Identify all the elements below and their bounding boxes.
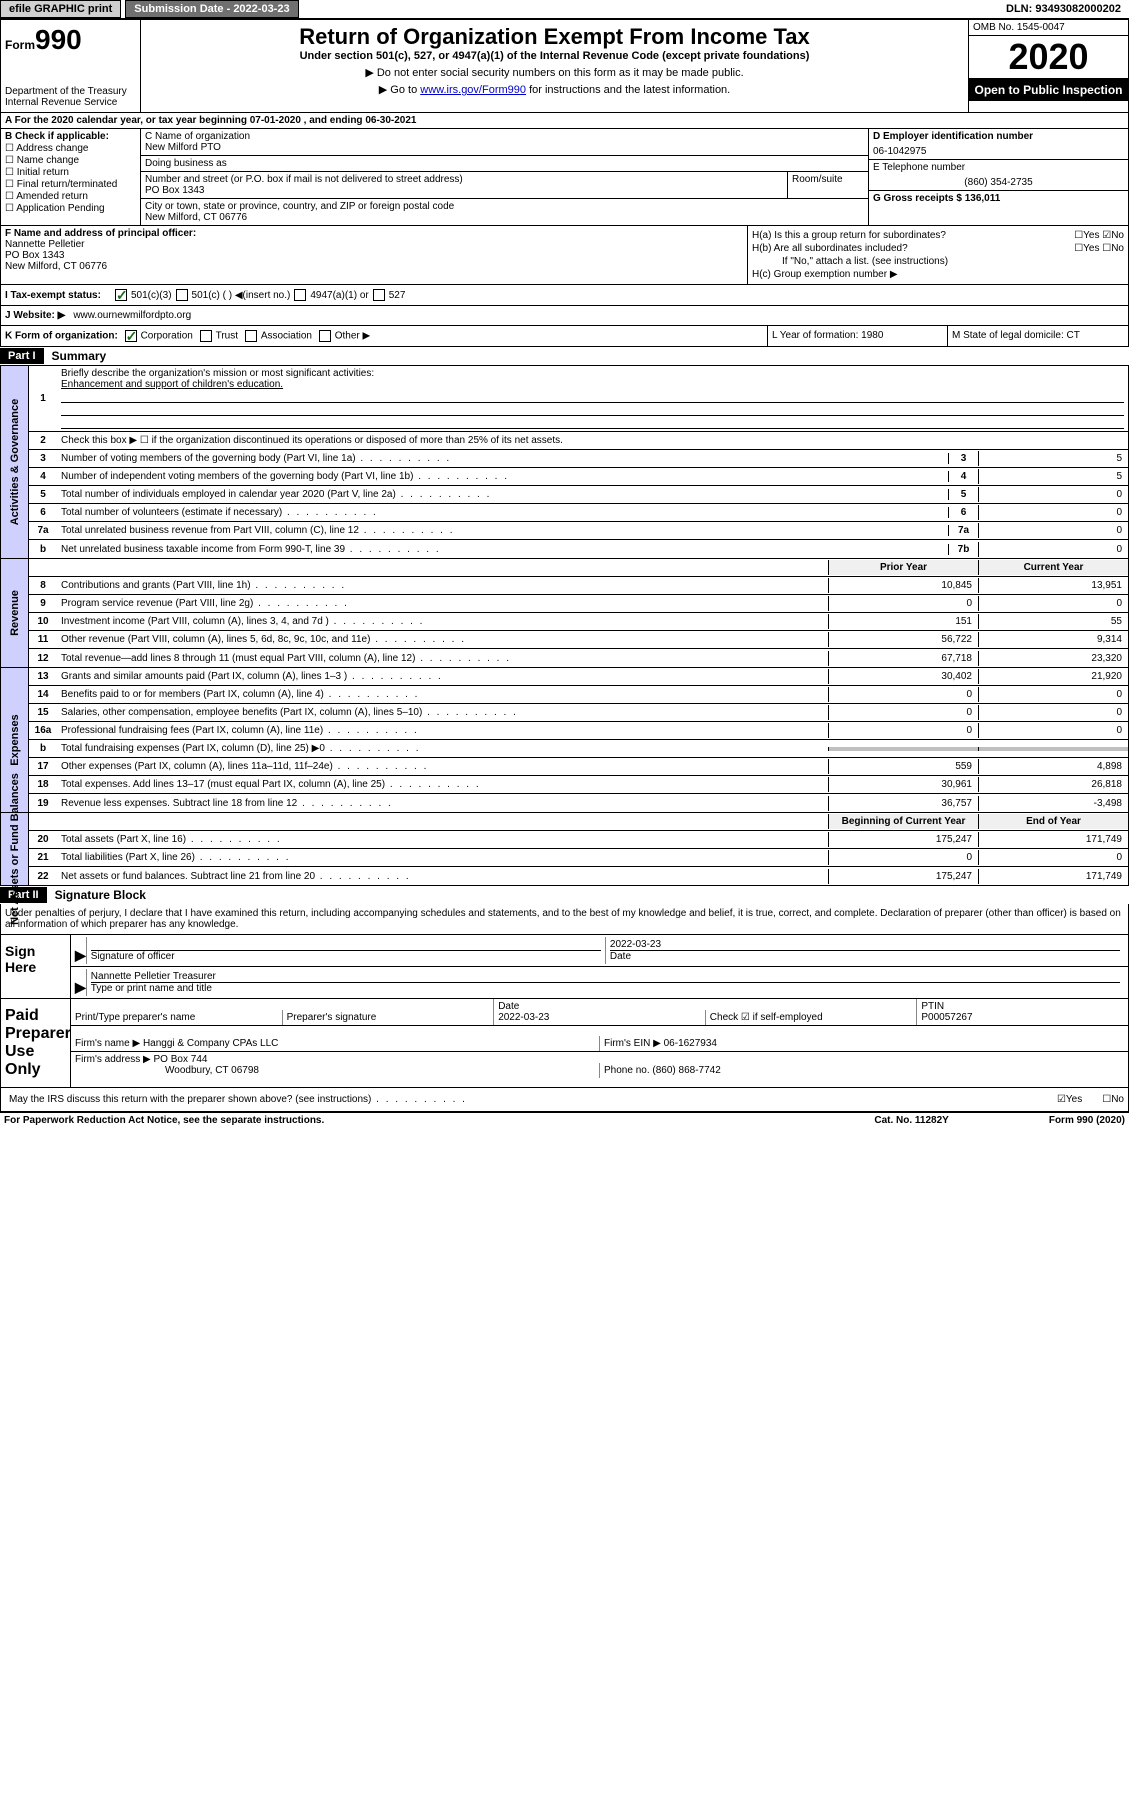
chk-address[interactable]: ☐ Address change — [5, 143, 136, 154]
table-row: 5Total number of individuals employed in… — [29, 486, 1128, 504]
table-row: 8Contributions and grants (Part VIII, li… — [29, 577, 1128, 595]
d-gross: G Gross receipts $ 136,011 — [869, 191, 1128, 206]
row-m: M State of legal domicile: CT — [948, 326, 1128, 346]
part1-header: Part I Summary — [0, 347, 1129, 365]
row-k: K Form of organization: Corporation Trus… — [0, 326, 1129, 347]
expenses-table: Expenses 13Grants and similar amounts pa… — [0, 668, 1129, 813]
chk-4947[interactable] — [294, 289, 306, 301]
chk-corp[interactable] — [125, 330, 137, 342]
table-row: bNet unrelated business taxable income f… — [29, 540, 1128, 558]
row-i: I Tax-exempt status: 501(c)(3) 501(c) ( … — [0, 285, 1129, 306]
dept-text: Department of the Treasury Internal Reve… — [5, 86, 136, 108]
side-net: Net Assets or Fund Balances — [9, 773, 21, 925]
section-b: B Check if applicable: ☐ Address change … — [0, 129, 1129, 226]
part2-header: Part II Signature Block — [0, 886, 1129, 904]
table-row: 6Total number of volunteers (estimate if… — [29, 504, 1128, 522]
table-row: 4Number of independent voting members of… — [29, 468, 1128, 486]
table-row: 21Total liabilities (Part X, line 26)00 — [29, 849, 1128, 867]
form-header: Form990 Department of the Treasury Inter… — [0, 19, 1129, 113]
chk-assoc[interactable] — [245, 330, 257, 342]
d-ein-label: D Employer identification number — [873, 131, 1124, 142]
omb-number: OMB No. 1545-0047 — [969, 20, 1128, 36]
note-2: ▶ Go to www.irs.gov/Form990 for instruct… — [145, 83, 964, 96]
table-row: 14Benefits paid to or for members (Part … — [29, 686, 1128, 704]
c-addr: PO Box 1343 — [145, 185, 783, 196]
table-row: 11Other revenue (Part VIII, column (A), … — [29, 631, 1128, 649]
row-a: A For the 2020 calendar year, or tax yea… — [0, 113, 1129, 129]
irs-link[interactable]: www.irs.gov/Form990 — [420, 84, 526, 96]
chk-initial[interactable]: ☐ Initial return — [5, 167, 136, 178]
table-row: 10Investment income (Part VIII, column (… — [29, 613, 1128, 631]
footer: For Paperwork Reduction Act Notice, see … — [0, 1112, 1129, 1128]
side-gov: Activities & Governance — [9, 399, 21, 526]
c-city-label: City or town, state or province, country… — [145, 201, 864, 212]
form-number: Form990 — [5, 24, 136, 56]
dln-text: DLN: 93493082000202 — [1006, 3, 1129, 15]
table-row: 18Total expenses. Add lines 13–17 (must … — [29, 776, 1128, 794]
table-row: 9Program service revenue (Part VIII, lin… — [29, 595, 1128, 613]
table-row: 22Net assets or fund balances. Subtract … — [29, 867, 1128, 885]
side-rev: Revenue — [9, 590, 21, 636]
website: www.ournewmilfordpto.org — [73, 310, 191, 321]
f-label: F Name and address of principal officer: — [5, 228, 743, 239]
chk-final[interactable]: ☐ Final return/terminated — [5, 179, 136, 190]
form-title: Return of Organization Exempt From Incom… — [145, 24, 964, 50]
b-header: B Check if applicable: — [5, 131, 136, 142]
c-dba-label: Doing business as — [145, 158, 864, 169]
d-phone-label: E Telephone number — [873, 162, 1124, 173]
form-subtitle: Under section 501(c), 527, or 4947(a)(1)… — [145, 50, 964, 62]
c-name-label: C Name of organization — [145, 131, 864, 142]
table-row: 16aProfessional fundraising fees (Part I… — [29, 722, 1128, 740]
sign-here: Sign Here ▶ Signature of officer 2022-03… — [0, 935, 1129, 999]
discuss-row: May the IRS discuss this return with the… — [0, 1088, 1129, 1112]
hb-row: H(b) Are all subordinates included?☐Yes … — [752, 243, 1124, 254]
efile-button[interactable]: efile GRAPHIC print — [0, 0, 121, 18]
row-l: L Year of formation: 1980 — [768, 326, 948, 346]
d-phone: (860) 354-2735 — [873, 177, 1124, 188]
inspection-badge: Open to Public Inspection — [969, 79, 1128, 101]
table-row: 3Number of voting members of the governi… — [29, 450, 1128, 468]
c-name: New Milford PTO — [145, 142, 864, 153]
chk-501c[interactable] — [176, 289, 188, 301]
ha-row: H(a) Is this a group return for subordin… — [752, 230, 1124, 241]
submission-button[interactable]: Submission Date - 2022-03-23 — [125, 0, 298, 18]
hc-row: H(c) Group exemption number ▶ — [752, 269, 1124, 280]
table-row: 7aTotal unrelated business revenue from … — [29, 522, 1128, 540]
header-bar: efile GRAPHIC print Submission Date - 20… — [0, 0, 1129, 19]
chk-name[interactable]: ☐ Name change — [5, 155, 136, 166]
table-row: 12Total revenue—add lines 8 through 11 (… — [29, 649, 1128, 667]
table-row: 19Revenue less expenses. Subtract line 1… — [29, 794, 1128, 812]
c-room-label: Room/suite — [788, 172, 868, 198]
chk-other[interactable] — [319, 330, 331, 342]
table-row: 20Total assets (Part X, line 16)175,2471… — [29, 831, 1128, 849]
table-row: 15Salaries, other compensation, employee… — [29, 704, 1128, 722]
note-1: ▶ Do not enter social security numbers o… — [145, 66, 964, 79]
revenue-table: Revenue Prior YearCurrent Year 8Contribu… — [0, 559, 1129, 668]
hb-note: If "No," attach a list. (see instruction… — [752, 256, 1124, 267]
c-addr-label: Number and street (or P.O. box if mail i… — [145, 174, 783, 185]
side-exp: Expenses — [9, 714, 21, 765]
tax-year: 2020 — [969, 36, 1128, 79]
chk-527[interactable] — [373, 289, 385, 301]
section-fh: F Name and address of principal officer:… — [0, 226, 1129, 285]
c-city: New Milford, CT 06776 — [145, 212, 864, 223]
row-j: J Website: ▶ www.ournewmilfordpto.org — [0, 306, 1129, 326]
f-name: Nannette Pelletier — [5, 239, 743, 250]
table-row: 13Grants and similar amounts paid (Part … — [29, 668, 1128, 686]
chk-amended[interactable]: ☐ Amended return — [5, 191, 136, 202]
paid-preparer: Paid Preparer Use Only Print/Type prepar… — [0, 999, 1129, 1088]
netassets-table: Net Assets or Fund Balances Beginning of… — [0, 813, 1129, 886]
chk-trust[interactable] — [200, 330, 212, 342]
d-ein: 06-1042975 — [873, 146, 1124, 157]
mission: Enhancement and support of children's ed… — [61, 379, 283, 390]
declaration: Under penalties of perjury, I declare th… — [0, 904, 1129, 935]
table-row: bTotal fundraising expenses (Part IX, co… — [29, 740, 1128, 758]
table-row: 17Other expenses (Part IX, column (A), l… — [29, 758, 1128, 776]
f-addr: PO Box 1343 — [5, 250, 743, 261]
chk-501c3[interactable] — [115, 289, 127, 301]
chk-pending[interactable]: ☐ Application Pending — [5, 203, 136, 214]
governance-table: Activities & Governance 1Briefly describ… — [0, 365, 1129, 559]
f-city: New Milford, CT 06776 — [5, 261, 743, 272]
